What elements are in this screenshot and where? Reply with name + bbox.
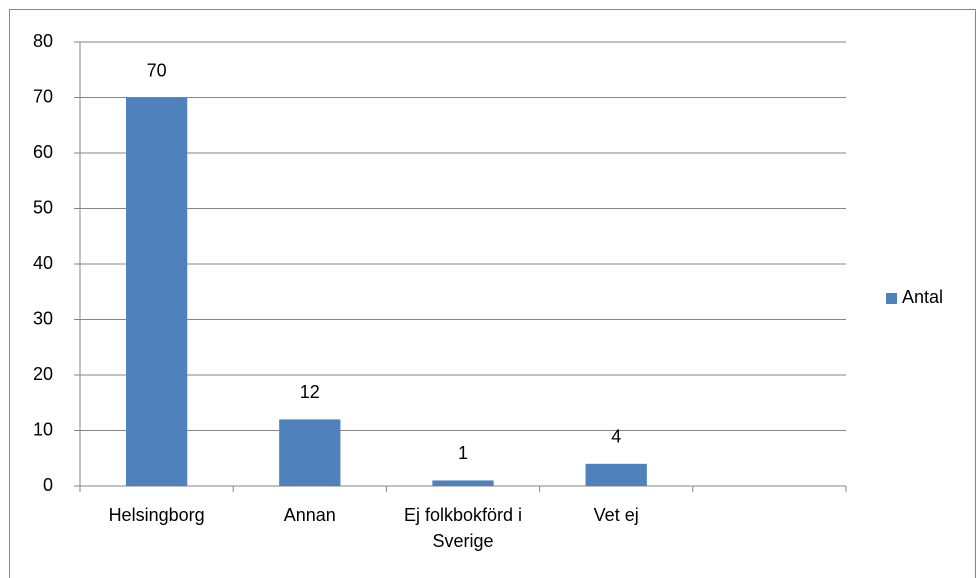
bar [125, 97, 188, 486]
y-tick-label: 0 [43, 475, 53, 495]
data-label: 70 [147, 60, 167, 80]
y-tick-label: 50 [33, 197, 53, 217]
y-tick-label: 40 [33, 253, 53, 273]
data-label: 12 [300, 382, 320, 402]
x-tick-label: Helsingborg [109, 505, 205, 525]
legend-label: Antal [902, 287, 943, 307]
y-tick-label: 60 [33, 142, 53, 162]
y-tick-label: 80 [33, 31, 53, 51]
bar [279, 419, 341, 486]
y-tick-label: 30 [33, 308, 53, 328]
y-tick-label: 70 [33, 86, 53, 106]
bar [585, 463, 647, 486]
bar [432, 480, 494, 486]
x-tick-label: Ej folkbokförd i Sverige [404, 505, 522, 551]
x-tick-label: Annan [284, 505, 336, 525]
data-label: 4 [611, 427, 621, 447]
legend-swatch [886, 293, 897, 304]
y-tick-label: 20 [33, 364, 53, 384]
x-tick-label: Vet ej [594, 505, 639, 525]
data-label: 1 [458, 443, 468, 463]
y-tick-label: 10 [33, 419, 53, 439]
